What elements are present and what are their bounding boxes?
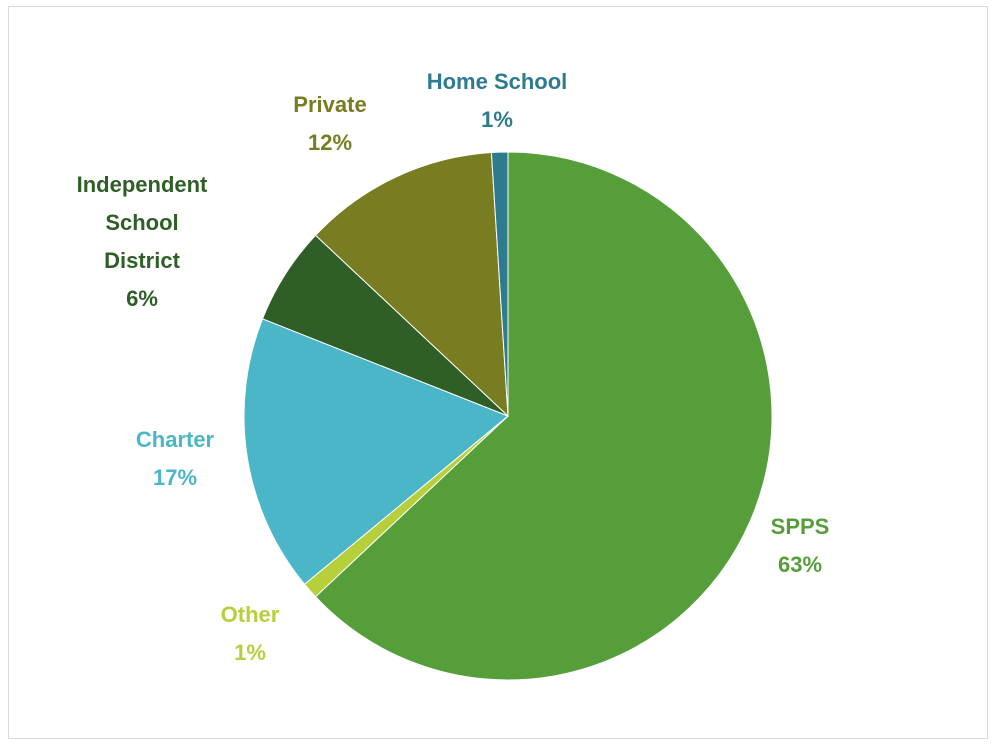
- pie-slice: [314, 151, 509, 418]
- data-label: Independent School District 6%: [77, 166, 208, 318]
- pie-slice: [243, 318, 509, 585]
- slice-name: Home School: [426, 69, 568, 94]
- data-label: Private 12%: [293, 86, 366, 162]
- data-label: Other 1%: [221, 596, 280, 672]
- slice-name: Other: [220, 602, 280, 627]
- slice-value: 1%: [234, 640, 266, 665]
- slice-value: 17%: [152, 465, 198, 490]
- data-label: Home School 1%: [427, 63, 568, 139]
- slice-name: Independent School District: [76, 172, 208, 273]
- slice-value: 6%: [126, 286, 158, 311]
- slice-name: Private: [293, 92, 367, 117]
- slice-value: 63%: [777, 552, 823, 577]
- pie-slice: [314, 151, 773, 681]
- data-label: Charter 17%: [136, 421, 214, 497]
- slice-value: 1%: [481, 107, 513, 132]
- pie-slice: [490, 151, 509, 417]
- data-label: SPPS 63%: [771, 508, 830, 584]
- slice-name: Charter: [135, 427, 215, 452]
- slice-value: 12%: [307, 130, 353, 155]
- slice-name: SPPS: [770, 514, 830, 539]
